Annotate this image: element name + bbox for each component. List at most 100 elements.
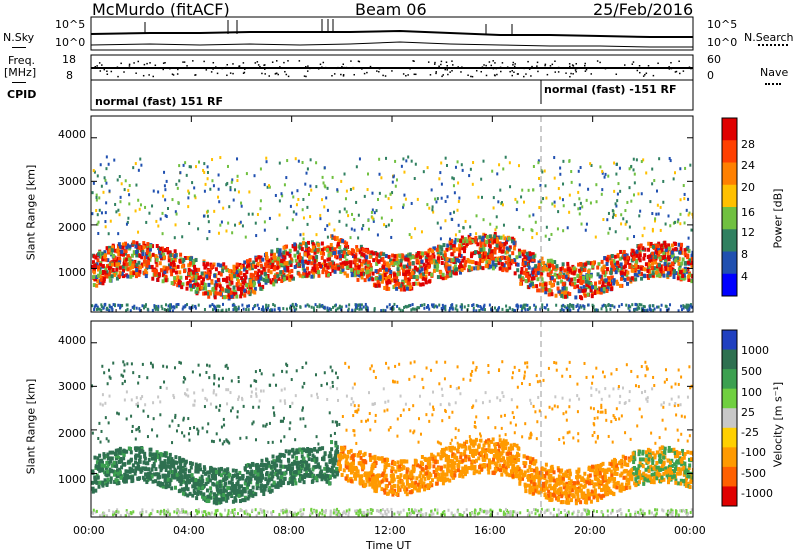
heatmap-cell [138, 269, 142, 274]
heatmap-cell [182, 163, 185, 167]
heatmap-cell [384, 486, 388, 491]
heatmap-cell [272, 282, 276, 287]
heatmap-cell [685, 269, 689, 274]
nave-point [242, 72, 245, 74]
heatmap-cell [397, 269, 401, 274]
heatmap-cell [607, 281, 611, 286]
heatmap-cell [228, 205, 231, 209]
heatmap-cell [477, 451, 481, 456]
heatmap-cell [128, 202, 131, 206]
heatmap-cell [217, 308, 220, 312]
heatmap-cell [649, 200, 652, 204]
nave-point [652, 74, 655, 77]
heatmap-cell [632, 268, 636, 273]
heatmap-cell [640, 160, 643, 164]
heatmap-cell [286, 265, 290, 270]
heatmap-cell [254, 264, 258, 269]
nave-point [527, 60, 529, 63]
heatmap-cell [278, 308, 281, 312]
heatmap-cell [495, 309, 498, 312]
heatmap-cell [204, 182, 207, 186]
heatmap-cell [483, 233, 487, 238]
heatmap-cell [600, 259, 604, 264]
heatmap-cell [232, 285, 236, 290]
heatmap-cell [114, 454, 118, 459]
heatmap-cell [385, 280, 389, 285]
heatmap-cell [195, 289, 199, 294]
nave-point [256, 61, 259, 63]
heatmap-cell [546, 261, 550, 266]
nave-point [279, 66, 281, 68]
heatmap-cell [652, 304, 655, 308]
heatmap-cell [236, 157, 239, 161]
nave-point [307, 65, 309, 67]
heatmap-cell [553, 204, 556, 208]
nave-point [203, 60, 205, 63]
heatmap-cell [259, 276, 263, 281]
heatmap-cell [557, 289, 561, 294]
heatmap-cell [133, 306, 136, 310]
heatmap-cell [326, 272, 330, 277]
heatmap-cell [328, 246, 332, 251]
heatmap-cell [231, 178, 234, 182]
nave-point [575, 63, 577, 65]
heatmap-cell [619, 249, 623, 254]
heatmap-cell [159, 256, 163, 261]
heatmap-cell [315, 255, 319, 260]
heatmap-cell [478, 257, 482, 262]
heatmap-cell [633, 251, 637, 256]
heatmap-cell [192, 270, 196, 275]
heatmap-cell [502, 167, 505, 171]
heatmap-cell [279, 261, 283, 266]
heatmap-cell [255, 486, 259, 491]
heatmap-cell [252, 491, 256, 496]
nave-point [512, 61, 515, 64]
heatmap-cell [91, 480, 95, 485]
heatmap-cell [222, 206, 225, 210]
heatmap-cell [125, 243, 129, 248]
heatmap-cell [677, 242, 681, 247]
heatmap-cell [206, 291, 210, 296]
heatmap-cell [145, 266, 149, 271]
heatmap-cell [151, 308, 154, 312]
heatmap-cell [548, 483, 552, 488]
heatmap-cell [536, 277, 540, 282]
heatmap-cell [475, 309, 478, 312]
heatmap-cell [647, 247, 651, 252]
heatmap-cell [182, 488, 186, 493]
heatmap-cell [557, 474, 561, 479]
heatmap-cell [562, 308, 565, 312]
heatmap-cell [301, 274, 305, 279]
heatmap-cell [553, 200, 556, 204]
heatmap-cell [164, 482, 168, 487]
heatmap-cell [116, 178, 119, 182]
nave-point [335, 67, 338, 70]
nave-point [511, 70, 513, 72]
heatmap-cell [123, 188, 126, 192]
heatmap-cell [463, 263, 467, 268]
heatmap-cell [163, 308, 166, 312]
heatmap-cell [617, 182, 620, 186]
heatmap-cell [653, 471, 657, 476]
heatmap-cell [439, 245, 443, 250]
heatmap-cell [157, 224, 160, 228]
heatmap-cell [428, 259, 432, 264]
heatmap-cell [310, 274, 314, 279]
nave-point [604, 67, 607, 70]
heatmap-cell [322, 251, 326, 256]
heatmap-cell [501, 456, 505, 461]
heatmap-cell [643, 308, 646, 312]
heatmap-cell [340, 472, 344, 477]
heatmap-cell [197, 160, 200, 164]
heatmap-cell [680, 242, 684, 247]
heatmap-cell [378, 254, 382, 259]
heatmap-cell [548, 281, 552, 286]
nave-point [632, 61, 635, 63]
heatmap-cell [326, 245, 330, 250]
heatmap-cell [537, 260, 541, 265]
nave-point [536, 65, 538, 67]
heatmap-cell [306, 250, 310, 255]
heatmap-cell [293, 264, 297, 269]
nave-point [94, 66, 97, 68]
nave-point [557, 66, 560, 69]
